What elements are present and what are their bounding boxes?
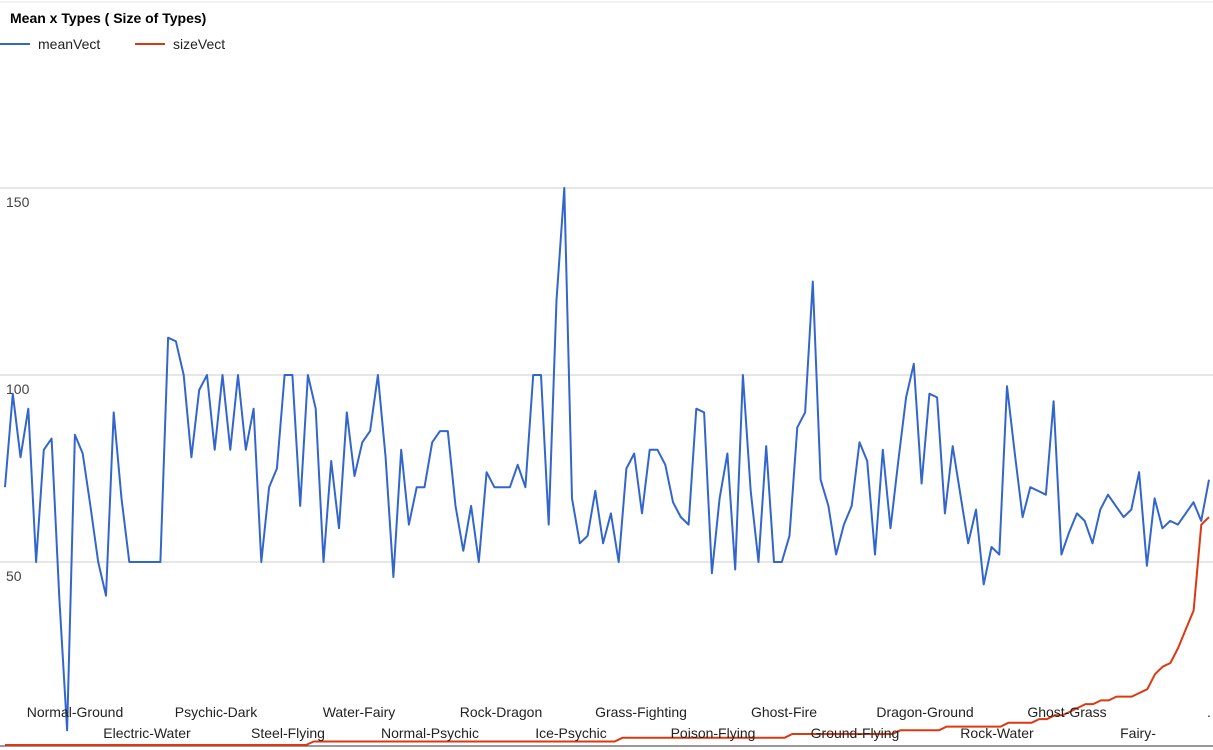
y-tick-label: 50 (6, 568, 22, 584)
series-lines (4, 187, 1210, 746)
x-axis-ticks: Normal-Ground Psychic-Dark Water-Fairy Rock… (27, 704, 1211, 741)
x-tick-label: Steel-Flying (251, 725, 325, 741)
x-tick-label: . (1207, 704, 1211, 720)
x-tick-label: Ice-Psychic (535, 725, 607, 741)
x-tick-label: Grass-Fighting (595, 704, 687, 720)
x-tick-label: Electric-Water (103, 725, 191, 741)
x-tick-label: Rock-Water (960, 725, 1034, 741)
x-tick-label: Psychic-Dark (175, 704, 258, 720)
x-tick-label: Ground-Flying (811, 725, 900, 741)
x-tick-label: Ghost-Fire (751, 704, 817, 720)
x-tick-label: Normal-Psychic (381, 725, 479, 741)
x-tick-label: Water-Fairy (323, 704, 396, 720)
y-axis-ticks: 50 100 150 (6, 194, 30, 584)
x-tick-label: Dragon-Ground (876, 704, 973, 720)
x-tick-label: Ghost-Grass (1027, 704, 1106, 720)
legend: meanVect sizeVect (0, 36, 225, 52)
legend-label-sizevect: sizeVect (173, 36, 225, 52)
series-line-sizevect (5, 516, 1210, 746)
x-tick-label: Normal-Ground (27, 704, 123, 720)
chart-title: Mean x Types ( Size of Types) (10, 10, 206, 26)
legend-label-meanvect: meanVect (38, 36, 100, 52)
series-line-meanvect (4, 187, 1210, 732)
x-tick-label: Fairy- (1120, 725, 1156, 741)
y-tick-label: 100 (6, 381, 30, 397)
y-tick-label: 150 (6, 194, 30, 210)
x-tick-label: Rock-Dragon (460, 704, 542, 720)
x-tick-label: Poison-Flying (671, 725, 756, 741)
